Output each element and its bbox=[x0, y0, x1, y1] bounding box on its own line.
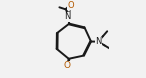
Text: H: H bbox=[65, 9, 70, 15]
Text: N: N bbox=[65, 12, 71, 21]
Text: O: O bbox=[68, 1, 74, 10]
Text: N: N bbox=[95, 37, 101, 46]
Text: O: O bbox=[64, 61, 71, 70]
